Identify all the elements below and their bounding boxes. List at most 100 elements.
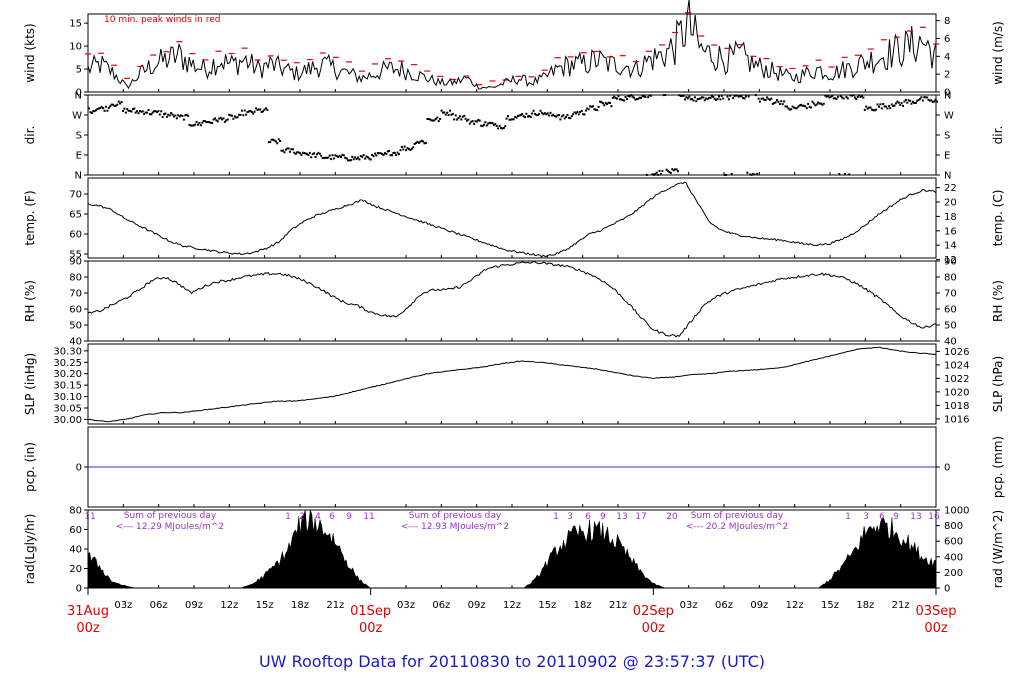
direction-point — [756, 172, 759, 175]
x-day-hour: 00z — [359, 621, 383, 636]
direction-point — [473, 123, 476, 125]
right-tick-label: 600 — [944, 537, 963, 548]
left-tick-label: 30.10 — [53, 392, 82, 403]
direction-point — [542, 113, 545, 116]
direction-point — [865, 105, 868, 108]
direction-point — [654, 172, 657, 175]
direction-point — [893, 104, 896, 107]
direction-point — [161, 115, 164, 118]
direction-point — [361, 155, 364, 158]
direction-point — [331, 154, 334, 157]
direction-point — [539, 109, 542, 112]
direction-point — [624, 96, 627, 98]
direction-point — [757, 97, 760, 100]
direction-point — [90, 112, 93, 114]
direction-point — [239, 113, 242, 116]
x-hour-label: 15z — [256, 600, 274, 611]
panel-frame-relative_humidity — [87, 260, 937, 342]
panel-frame-temperature — [87, 177, 937, 259]
direction-point — [318, 152, 321, 155]
direction-point — [695, 100, 698, 103]
direction-point — [119, 102, 122, 105]
direction-point — [766, 96, 769, 99]
x-hour-label: 09z — [750, 600, 768, 611]
direction-point — [450, 113, 453, 116]
direction-point — [546, 112, 549, 115]
direction-point — [652, 173, 655, 176]
direction-point — [484, 121, 487, 124]
direction-point — [906, 101, 909, 104]
direction-point — [502, 127, 505, 129]
direction-point — [861, 95, 863, 98]
direction-point — [365, 155, 368, 158]
left-tick-label: 60 — [69, 230, 82, 241]
direction-point — [818, 102, 821, 105]
x-hour-label: 03z — [680, 600, 698, 611]
left-tick-label: 5 — [76, 65, 82, 76]
direction-point — [334, 154, 337, 157]
direction-point — [163, 113, 165, 116]
direction-point — [672, 169, 675, 172]
direction-point — [583, 113, 586, 116]
direction-point — [146, 111, 148, 114]
direction-point — [131, 108, 134, 111]
radiation-hour-label: 4 — [315, 512, 321, 522]
direction-point — [923, 96, 926, 99]
direction-point — [543, 112, 546, 115]
direction-point — [402, 148, 405, 151]
x-hour-label: 06z — [432, 600, 450, 611]
direction-point — [725, 174, 728, 176]
direction-point — [283, 151, 286, 154]
direction-point — [296, 151, 299, 154]
x-hour-label: 18z — [291, 600, 309, 611]
direction-point — [279, 140, 282, 142]
direction-point — [696, 98, 699, 101]
direction-point — [348, 159, 351, 162]
right-tick-label: 1016 — [944, 414, 969, 425]
right-tick-label: 80 — [944, 273, 957, 284]
direction-point — [240, 109, 243, 112]
direction-point — [515, 116, 518, 119]
direction-point — [529, 115, 532, 118]
direction-point — [153, 110, 156, 113]
direction-point — [415, 142, 417, 144]
right-tick-label: 1020 — [944, 387, 969, 398]
figure-title: UW Rooftop Data for 20110830 to 20110902… — [259, 652, 765, 671]
direction-point — [197, 123, 199, 126]
series-wind-direction — [88, 94, 938, 176]
direction-point — [550, 114, 553, 117]
direction-point — [732, 97, 735, 100]
radiation-sum-value: <--- 12.29 MJoules/m^2 — [116, 522, 224, 532]
x-day-date: 31Aug — [67, 604, 109, 619]
radiation-hour-label: 9 — [346, 512, 352, 522]
right-tick-label: W — [944, 111, 954, 122]
direction-point — [883, 105, 886, 108]
radiation-hour-label: 6 — [879, 512, 885, 522]
direction-point — [498, 124, 501, 127]
left-tick-label: N — [75, 91, 82, 102]
direction-point — [177, 114, 180, 117]
direction-point — [760, 97, 763, 100]
direction-point — [620, 98, 623, 101]
direction-point — [623, 99, 626, 102]
direction-point — [644, 95, 647, 98]
right-tick-label: 0 — [944, 584, 950, 595]
direction-point — [341, 153, 344, 156]
direction-point — [231, 114, 233, 117]
x-hour-label: 15z — [821, 600, 839, 611]
direction-point — [774, 101, 777, 104]
direction-point — [451, 112, 454, 115]
direction-point — [882, 103, 885, 105]
direction-point — [324, 156, 327, 159]
direction-point — [287, 147, 290, 150]
direction-point — [686, 97, 689, 100]
radiation-sum-title: Sum of previous day — [124, 511, 217, 521]
direction-point — [106, 109, 109, 112]
direction-point — [260, 111, 263, 113]
direction-point — [657, 173, 660, 176]
direction-point — [761, 97, 764, 100]
direction-point — [195, 120, 198, 123]
direction-point — [631, 95, 634, 98]
direction-point — [606, 103, 609, 106]
direction-point — [143, 113, 146, 115]
